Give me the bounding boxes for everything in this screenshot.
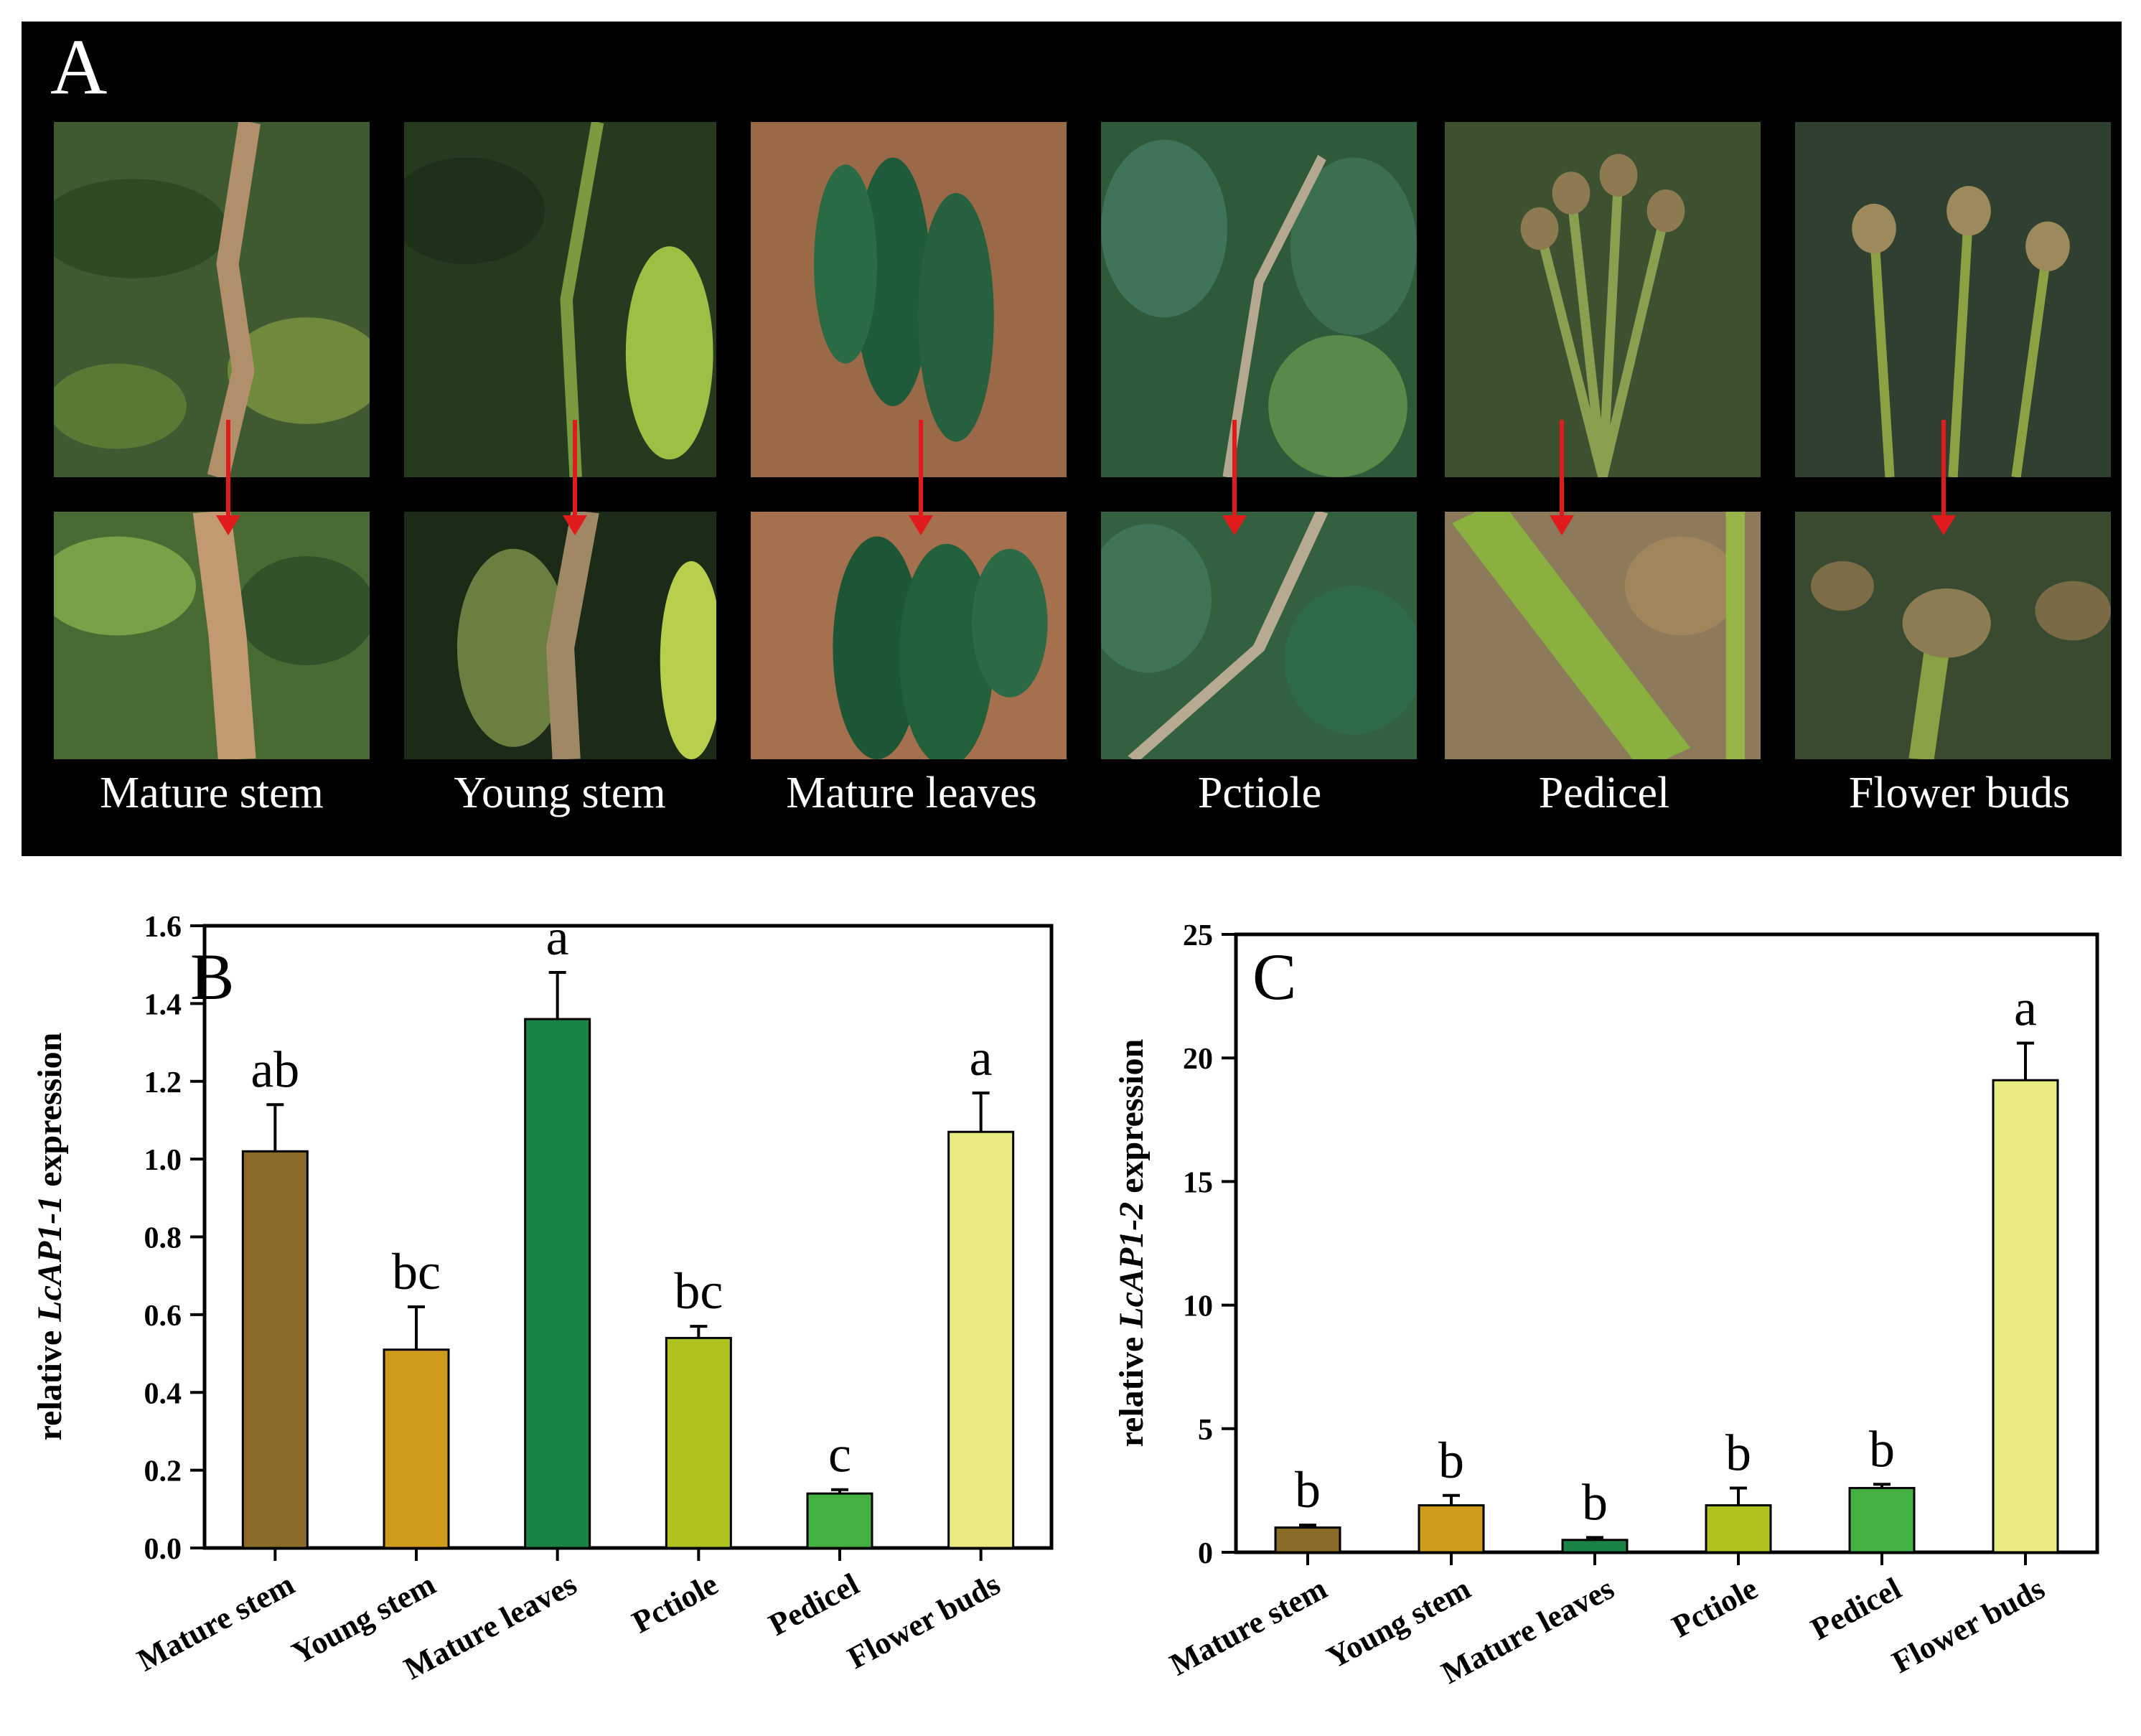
x-tick-label-flower-buds: Flower buds — [842, 1567, 1006, 1676]
y-tick-label: 10 — [1183, 1290, 1213, 1323]
significance-mature-leaves: b — [1582, 1473, 1608, 1531]
photo-flower-buds-detail — [1795, 512, 2111, 759]
significance-pedicel: c — [828, 1426, 851, 1483]
bar-flower-buds — [947, 1130, 1015, 1549]
bar-mature-stem — [1274, 1526, 1341, 1554]
y-tick-label: 15 — [1183, 1166, 1213, 1199]
x-tick-label-mature-leaves: Mature leaves — [1435, 1571, 1619, 1691]
bar-mature-leaves — [524, 1018, 591, 1549]
significance-flower-buds: a — [2014, 980, 2037, 1037]
bar-pedicel — [1848, 1486, 1916, 1554]
significance-mature-stem: b — [1295, 1461, 1321, 1519]
y-tick-label: 0.6 — [144, 1300, 182, 1333]
y-axis-label: relative LcAP1-2 expression — [1112, 1039, 1151, 1448]
tissue-label-flower-buds: Flower buds — [1848, 769, 2071, 817]
y-tick-label: 1.6 — [144, 911, 182, 944]
y-tick-label: 0.2 — [144, 1455, 182, 1488]
arrow-petiole — [1222, 420, 1247, 535]
x-tick-label-flower-buds: Flower buds — [1886, 1571, 2050, 1681]
x-tick-label-mature-stem: Mature stem — [131, 1567, 300, 1679]
photo-young-stem-detail — [404, 512, 716, 759]
bar-pedicel — [806, 1492, 873, 1549]
photo-mature-stem-detail — [54, 512, 370, 759]
photo-mature-leaves-detail — [751, 512, 1067, 759]
bar-pctiole — [1705, 1504, 1772, 1554]
photo-mature-stem-overview — [54, 122, 370, 477]
panel-a-photo-grid: A Mature stem — [22, 22, 2122, 856]
significance-pctiole: b — [1725, 1424, 1751, 1481]
y-tick-label: 1.4 — [144, 988, 182, 1021]
x-tick-label-mature-stem: Mature stem — [1164, 1571, 1333, 1683]
y-axis-label: relative LcAP1-1 expression — [31, 1033, 69, 1441]
tissue-label-petiole: Pctiole — [1197, 769, 1322, 817]
plot-frame — [1234, 932, 2099, 1554]
arrow-mature-stem — [216, 420, 240, 535]
x-tick-label-pctiole: Pctiole — [627, 1567, 723, 1641]
plot-frame — [202, 924, 1054, 1550]
y-tick-label: 0.0 — [144, 1533, 182, 1566]
y-tick-label: 1.0 — [144, 1144, 182, 1177]
photo-petiole-detail — [1101, 512, 1417, 759]
photo-flower-buds-overview — [1795, 122, 2111, 477]
arrow-flower-buds — [1931, 420, 1956, 535]
significance-young-stem: bc — [392, 1243, 441, 1300]
x-tick-label-pedicel: Pedicel — [1805, 1571, 1907, 1647]
x-tick-label-pedicel: Pedicel — [763, 1567, 865, 1643]
significance-young-stem: b — [1438, 1432, 1464, 1489]
bar-flower-buds — [1992, 1079, 2059, 1554]
tissue-label-pedicel: Pedicel — [1538, 769, 1670, 817]
significance-pctiole: bc — [674, 1262, 723, 1320]
y-tick-label: 25 — [1183, 919, 1213, 952]
photo-pedicel-detail — [1445, 512, 1761, 759]
bar-young-stem — [1418, 1504, 1485, 1554]
arrow-mature-leaves — [909, 420, 933, 535]
bar-young-stem — [383, 1348, 450, 1549]
photo-petiole-overview — [1101, 122, 1417, 477]
tissue-label-young-stem: Young stem — [454, 769, 666, 817]
bar-pctiole — [665, 1336, 732, 1549]
y-tick-label: 0.4 — [144, 1377, 182, 1410]
photo-mature-leaves-overview — [751, 122, 1067, 477]
photo-young-stem-overview — [404, 122, 716, 477]
x-tick-label-young-stem: Young stem — [286, 1567, 441, 1671]
tissue-label-mature-stem: Mature stem — [100, 769, 324, 817]
significance-pedicel: b — [1869, 1420, 1895, 1478]
significance-flower-buds: a — [970, 1029, 993, 1087]
panel-a-letter: A — [50, 23, 108, 111]
y-tick-label: 20 — [1183, 1043, 1213, 1076]
arrow-pedicel — [1550, 420, 1574, 535]
y-tick-label: 0 — [1198, 1537, 1213, 1570]
y-tick-label: 1.2 — [144, 1066, 182, 1099]
x-tick-label-mature-leaves: Mature leaves — [398, 1567, 582, 1686]
tissue-label-mature-leaves: Mature leaves — [786, 769, 1037, 817]
x-tick-label-pctiole: Pctiole — [1667, 1571, 1763, 1645]
y-tick-label: 0.8 — [144, 1222, 182, 1255]
photo-pedicel-overview — [1445, 122, 1761, 477]
y-tick-label: 5 — [1198, 1414, 1213, 1447]
bar-mature-stem — [241, 1150, 309, 1549]
x-tick-label-young-stem: Young stem — [1321, 1571, 1476, 1676]
significance-mature-leaves: a — [546, 909, 569, 966]
significance-mature-stem: ab — [250, 1041, 299, 1098]
bar-mature-leaves — [1561, 1539, 1629, 1554]
arrow-young-stem — [563, 420, 587, 535]
panel-letter: C — [1252, 940, 1296, 1013]
panel-letter: B — [190, 940, 234, 1013]
